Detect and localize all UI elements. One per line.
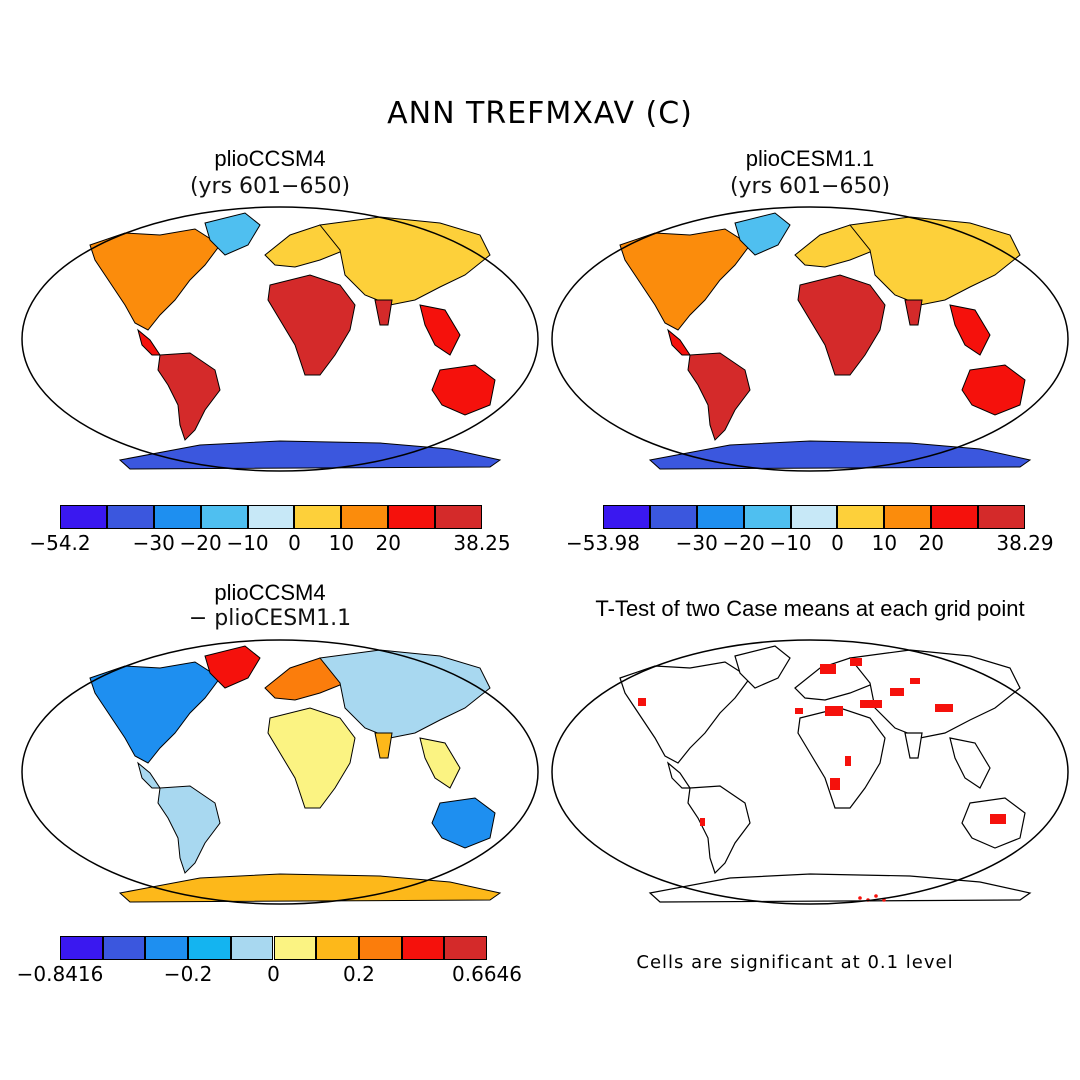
colorbar-swatch <box>743 505 791 529</box>
colorbar-tick-label: 20 <box>918 531 944 555</box>
colorbar-swatch <box>273 936 317 960</box>
colorbar-swatch <box>696 505 744 529</box>
panel-subtitle-bottom-left: − plioCESM1.1 <box>188 606 352 631</box>
colorbar-tick-label: 0 <box>288 531 301 555</box>
colorbar-swatch <box>316 936 359 960</box>
map-panel-bottom-right <box>551 639 1069 905</box>
map-border <box>551 639 1069 905</box>
colorbar-swatch <box>358 936 402 960</box>
map-content <box>89 645 502 903</box>
panel-subtitle-top-right: (yrs 601−650) <box>729 174 891 199</box>
map-panel-top-left <box>21 206 539 472</box>
colorbar-tick-label: 38.25 <box>453 531 511 555</box>
map-panel-top-right <box>551 206 1069 472</box>
colorbar-tick-label: −10 <box>226 531 269 555</box>
map-border <box>551 206 1069 472</box>
colorbar-top-left: −54.2 −30 −20 −10 0 10 20 38.25 <box>29 505 511 555</box>
panel-title-bottom-left: plioCCSM4 <box>214 580 326 605</box>
colorbar-tick-label: −53.98 <box>565 531 641 555</box>
colorbar-swatch <box>790 505 838 529</box>
colorbar-tick-label: 38.29 <box>996 531 1054 555</box>
colorbar-swatch <box>230 936 274 960</box>
map-border <box>21 639 539 905</box>
colorbar-tick-label: −10 <box>769 531 812 555</box>
colorbar-tick-label: 0 <box>267 962 280 986</box>
colorbar-tick-label: 10 <box>328 531 355 555</box>
colorbar-swatch <box>145 936 189 960</box>
colorbar-swatch <box>884 505 932 529</box>
colorbar-swatch <box>401 936 445 960</box>
panel-title-bottom-right: T-Test of two Case means at each grid po… <box>595 596 1025 621</box>
colorbar-swatch <box>388 505 436 529</box>
colorbar-tick-label: 20 <box>375 531 401 555</box>
map-border <box>21 206 539 472</box>
map-content <box>89 212 502 470</box>
colorbar-tick-label: 0.6646 <box>452 962 522 986</box>
panel-title-top-left: plioCCSM4 <box>214 146 326 171</box>
colorbar-tick-label: −54.2 <box>29 531 91 555</box>
colorbar-tick-label: −30 <box>132 531 175 555</box>
colorbar-tick-label: −0.2 <box>163 962 213 986</box>
colorbar-swatch <box>247 505 295 529</box>
colorbar-tick-label: −20 <box>722 531 765 555</box>
colorbar-swatch <box>60 936 103 960</box>
colorbar-tick-label: 0.2 <box>342 962 375 986</box>
map-content <box>619 645 1032 903</box>
colorbar-swatch <box>200 505 248 529</box>
map-panel-bottom-left <box>21 639 539 905</box>
figure-title: ANN TREFMXAV (C) <box>387 96 693 131</box>
panel-subtitle-top-left: (yrs 601−650) <box>189 174 351 199</box>
colorbar-tick-label: 10 <box>871 531 898 555</box>
colorbar-swatch <box>341 505 389 529</box>
colorbar-swatch <box>978 505 1025 529</box>
colorbar-swatch <box>603 505 650 529</box>
map-content <box>619 212 1032 470</box>
colorbar-swatch <box>649 505 697 529</box>
colorbar-tick-label: −20 <box>179 531 222 555</box>
colorbar-top-right: −53.98 −30 −20 −10 0 10 20 38.29 <box>566 505 1054 555</box>
colorbar-tick-label: −0.8416 <box>16 962 104 986</box>
colorbar-swatch <box>153 505 201 529</box>
colorbar-bottom-left: −0.8416 −0.2 0 0.2 0.6646 <box>17 936 522 986</box>
colorbar-swatch <box>106 505 154 529</box>
panel-title-top-right: plioCESM1.1 <box>745 146 875 171</box>
colorbar-swatch <box>60 505 107 529</box>
colorbar-swatch <box>444 936 487 960</box>
colorbar-swatch <box>294 505 342 529</box>
colorbar-swatch <box>102 936 146 960</box>
colorbar-swatch <box>837 505 885 529</box>
colorbar-swatch <box>188 936 231 960</box>
significance-note: Cells are significant at 0.1 level <box>636 952 954 973</box>
colorbar-tick-label: −30 <box>675 531 718 555</box>
colorbar-tick-label: 0 <box>831 531 844 555</box>
colorbar-swatch <box>931 505 979 529</box>
colorbar-swatch <box>435 505 482 529</box>
